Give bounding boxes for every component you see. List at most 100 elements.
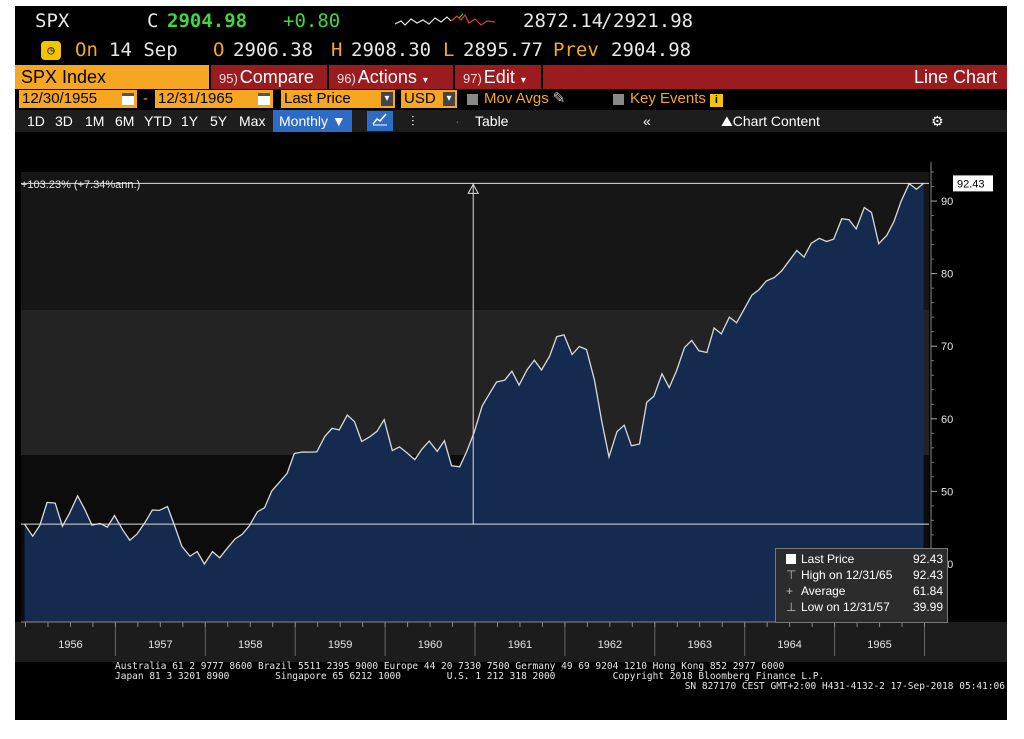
candle-icon[interactable]: · <box>455 113 460 129</box>
x-axis: 1956 1957 1958 1959 1960 1961 1962 1963 1964 1965 <box>15 621 1007 662</box>
actions-label: Actions <box>357 67 417 87</box>
close-label: C <box>147 10 159 32</box>
actions-menu[interactable]: 96) Actions ▾ <box>337 65 428 89</box>
start-date-value: 12/30/1955 <box>22 90 98 107</box>
range-low: 2872.14 <box>523 10 604 32</box>
legend-value: 92.43 <box>912 552 943 566</box>
end-date-field[interactable]: 12/31/1965 <box>155 90 273 108</box>
legend-row: + Average 61.84 <box>776 583 949 599</box>
x-axis-band <box>15 622 1007 662</box>
legend-value: 39.99 <box>912 600 943 614</box>
chart-toolbar: 1D 3D 1M 6M YTD 1Y 5Y Max Monthly ▼ ⫶ · … <box>15 110 1007 132</box>
edit-menu[interactable]: 97) Edit ▾ <box>463 65 526 89</box>
on-label: On <box>75 39 98 61</box>
chart-content-icon: ⛰ <box>721 113 733 129</box>
legend-value: 61.84 <box>912 584 943 598</box>
compare-button[interactable]: 95) Compare <box>219 65 314 89</box>
edit-label: Edit <box>483 67 515 87</box>
field-select[interactable]: Last Price ▾ <box>281 90 395 108</box>
legend-value: 92.43 <box>912 568 943 582</box>
bar-chart-icon[interactable]: ⫶ <box>411 113 415 129</box>
period-6m[interactable]: 6M <box>115 113 135 129</box>
chart-content-button[interactable]: ⛰Chart Content <box>721 110 820 132</box>
period-5y[interactable]: 5Y <box>210 113 228 129</box>
pencil-icon[interactable]: ✎ <box>552 90 566 107</box>
low-marker-icon: ⊥ <box>786 600 797 614</box>
footer-line-1: Australia 61 2 9777 8600 Brazil 5511 239… <box>115 661 785 672</box>
divider <box>541 65 543 89</box>
period-1y[interactable]: 1Y <box>181 113 199 129</box>
last-value-tag: 92.43 <box>953 175 993 192</box>
clock-icon[interactable]: ◷ <box>41 41 61 60</box>
period-ytd[interactable]: YTD <box>144 113 172 129</box>
period-max[interactable]: Max <box>239 113 266 129</box>
footer-line-2: Japan 81 3 3201 8900 Singapore 65 6212 1… <box>115 671 825 682</box>
command-bar: SPX Index 95) Compare 96) Actions ▾ 97) Edit… <box>15 65 1007 89</box>
security-field[interactable]: SPX Index <box>15 65 209 89</box>
last-value-label: 92.43 <box>957 178 985 190</box>
y-tick-label: 90 <box>941 196 953 208</box>
quote-detail-line: ◷ On 14 Sep O 2906.38 H 2908.30 L 2895.7… <box>15 36 1007 64</box>
chevron-down-icon: ▾ <box>443 92 455 106</box>
price-change: +0.80 <box>283 10 341 32</box>
open-price: 2906.38 <box>233 39 314 61</box>
date-dash: - <box>143 90 148 107</box>
chart-legend[interactable]: Last Price 92.43 ⊤ High on 12/31/65 92.4… <box>775 548 948 623</box>
x-tick-label: 1959 <box>328 639 352 651</box>
calendar-icon[interactable] <box>122 93 134 105</box>
start-date-field[interactable]: 12/30/1955 <box>19 90 137 108</box>
chart-content-label: Chart Content <box>732 113 820 129</box>
edit-shortcut: 97) <box>463 71 482 86</box>
square-marker-icon <box>786 554 796 564</box>
chevron-down-icon: ▼ <box>331 113 346 129</box>
actions-shortcut: 96) <box>337 71 356 86</box>
x-tick-label: 1962 <box>598 639 622 651</box>
range-high: 2921.98 <box>613 10 694 32</box>
frequency-value: Monthly <box>279 113 329 129</box>
calendar-icon[interactable] <box>258 93 270 105</box>
footer-contacts: Australia 61 2 9777 8600 Brazil 5511 239… <box>115 662 1005 692</box>
y-tick-label: 50 <box>941 486 953 498</box>
average-marker-icon: + <box>786 584 794 598</box>
prev-label: Prev <box>553 39 599 61</box>
period-3d[interactable]: 3D <box>55 113 73 129</box>
bloomberg-terminal-window: SPX C 2904.98 +0.80 2872.14 / 2921.98 ◷ … <box>15 6 1007 720</box>
info-icon[interactable]: i <box>709 94 723 107</box>
y-tick-label: 60 <box>941 414 953 426</box>
x-tick-label: 1960 <box>418 639 442 651</box>
compare-shortcut: 95) <box>219 71 238 86</box>
line-chart-icon[interactable] <box>367 111 393 131</box>
gear-icon[interactable]: ⚙ <box>931 113 944 129</box>
chart-parameters: 12/30/1955 - 12/31/1965 Last Price ▾ USD ▾… <box>15 90 1007 108</box>
x-tick-label: 1958 <box>238 639 262 651</box>
low-label: L <box>443 39 455 61</box>
legend-row: ⊤ High on 12/31/65 92.43 <box>776 567 949 583</box>
legend-label: Average <box>801 584 846 598</box>
key-events-toggle[interactable]: Key Events i <box>613 90 723 108</box>
chevron-down-icon: ▾ <box>422 75 428 86</box>
currency-select[interactable]: USD ▾ <box>401 90 457 108</box>
high-label: H <box>331 39 343 61</box>
table-button[interactable]: Table <box>475 113 509 129</box>
footer-line-3: SN 827170 CEST GMT+2:00 H431-4132-2 17-S… <box>684 681 1005 692</box>
price-area-fill <box>24 183 924 622</box>
period-1m[interactable]: 1M <box>85 113 105 129</box>
x-tick-label: 1961 <box>508 639 532 651</box>
legend-label: Low on 12/31/57 <box>801 600 890 614</box>
checkbox-icon[interactable] <box>467 93 478 105</box>
checkbox-icon[interactable] <box>613 93 624 105</box>
quote-date: 14 Sep <box>109 39 178 61</box>
mov-avgs-toggle[interactable]: Mov Avgs ✎ <box>467 90 565 108</box>
high-price: 2908.30 <box>351 39 432 61</box>
legend-label: Last Price <box>801 552 855 566</box>
prev-price: 2904.98 <box>611 39 692 61</box>
currency-value: USD <box>404 90 436 107</box>
chart-type-title: Line Chart <box>913 67 997 87</box>
divider <box>453 65 455 89</box>
collapse-icon[interactable]: « <box>643 113 651 129</box>
frequency-select[interactable]: Monthly ▼ <box>273 110 352 132</box>
y-tick-label: 70 <box>941 341 953 353</box>
ticker-symbol: SPX <box>35 10 70 32</box>
period-1d[interactable]: 1D <box>27 113 45 129</box>
compare-label: Compare <box>239 67 314 87</box>
